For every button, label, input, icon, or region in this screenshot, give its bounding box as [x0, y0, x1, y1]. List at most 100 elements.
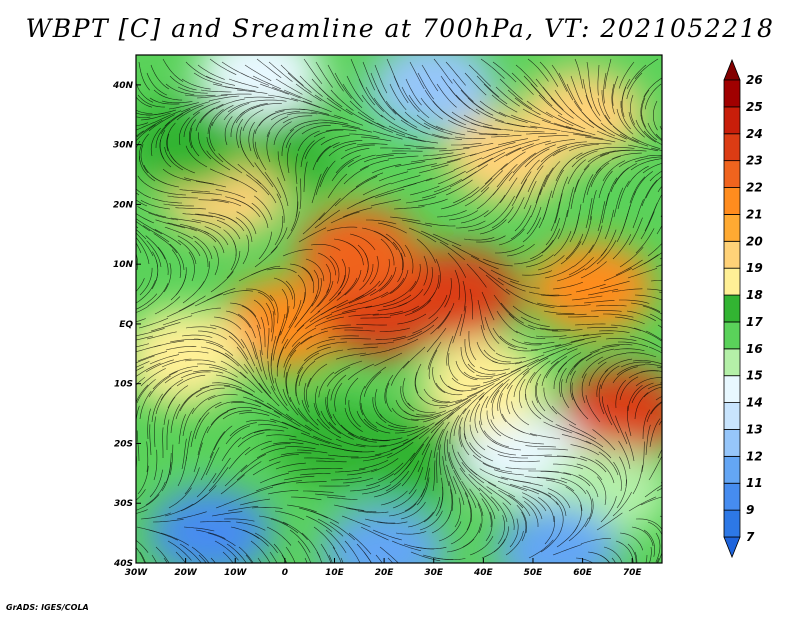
streamline: [222, 410, 252, 420]
streamline: [226, 543, 247, 563]
streamline: [136, 188, 152, 199]
streamline: [610, 167, 629, 193]
streamline: [515, 171, 532, 199]
streamline: [145, 109, 177, 116]
y-tick-label: 30S: [114, 499, 133, 509]
streamline: [195, 180, 227, 188]
streamline: [163, 262, 172, 293]
streamline: [394, 161, 426, 168]
streamline: [362, 252, 369, 283]
streamline: [644, 202, 658, 232]
streamline: [216, 219, 241, 240]
streamline: [377, 462, 404, 481]
streamline: [507, 89, 533, 110]
streamline: [619, 456, 627, 487]
streamline: [643, 529, 656, 557]
streamline: [254, 195, 273, 221]
streamline: [299, 75, 323, 97]
streamline: [362, 452, 393, 462]
streamline: [223, 103, 250, 121]
streamline: [527, 165, 544, 193]
streamline: [170, 217, 202, 224]
streamline: [433, 179, 462, 193]
streamline: [525, 445, 557, 448]
streamline: [421, 187, 451, 199]
streamline: [182, 407, 195, 437]
streamline: [469, 535, 494, 556]
streamline: [512, 305, 540, 321]
streamline: [618, 341, 649, 348]
streamline: [255, 366, 272, 394]
streamline: [430, 412, 454, 434]
streamline: [618, 440, 631, 470]
streamline: [663, 274, 694, 276]
x-tick-label: 50E: [524, 568, 544, 578]
streamline: [649, 313, 662, 322]
streamline: [563, 472, 591, 487]
x-tick-label: 10W: [224, 568, 248, 578]
streamline: [616, 108, 634, 135]
streamline: [136, 232, 154, 257]
streamline: [581, 373, 587, 404]
streamline: [587, 150, 617, 163]
streamline: [648, 346, 662, 354]
streamline: [349, 233, 376, 251]
streamline: [136, 328, 165, 337]
streamline: [169, 444, 174, 476]
streamline: [612, 491, 632, 517]
streamline: [460, 89, 485, 111]
streamline: [167, 385, 189, 409]
streamline: [490, 269, 520, 283]
streamline: [164, 369, 193, 384]
streamline: [281, 421, 311, 435]
streamline: [619, 133, 649, 147]
streamline: [417, 198, 448, 207]
streamline: [118, 219, 134, 245]
streamline: [454, 389, 483, 404]
streamline: [661, 183, 662, 184]
streamline: [525, 133, 557, 135]
streamline: [521, 140, 551, 152]
streamline: [184, 467, 200, 495]
streamline: [475, 108, 504, 122]
streamline: [387, 155, 419, 160]
streamline: [245, 554, 253, 563]
streamline: [552, 282, 583, 290]
streamline: [269, 551, 278, 563]
streamline: [303, 58, 323, 84]
streamline: [148, 114, 175, 132]
streamline: [335, 438, 366, 448]
streamline: [257, 291, 276, 316]
streamline: [137, 206, 167, 218]
streamline: [490, 378, 510, 404]
streamline: [486, 486, 512, 506]
streamline: [235, 217, 253, 243]
streamline: [484, 316, 500, 344]
streamline: [569, 354, 592, 376]
streamline: [603, 546, 623, 563]
streamline: [329, 274, 346, 301]
streamline: [455, 220, 486, 229]
streamline: [276, 338, 289, 368]
streamline: [160, 532, 190, 546]
streamline: [409, 263, 421, 292]
streamline: [113, 162, 116, 192]
streamline: [328, 142, 357, 157]
streamline: [468, 64, 492, 87]
streamline: [529, 125, 561, 131]
streamline: [310, 288, 330, 314]
streamline: [153, 449, 158, 481]
streamline: [566, 187, 574, 218]
streamline: [530, 83, 553, 107]
streamline: [318, 119, 349, 125]
streamline: [524, 476, 556, 481]
streamline: [650, 402, 662, 415]
streamline: [390, 305, 420, 316]
streamline: [117, 396, 126, 425]
streamline: [297, 274, 306, 304]
streamline: [164, 109, 191, 127]
streamline: [190, 307, 221, 315]
streamline: [302, 100, 332, 113]
colorbar-label: 20: [746, 234, 763, 248]
streamline: [314, 94, 342, 112]
